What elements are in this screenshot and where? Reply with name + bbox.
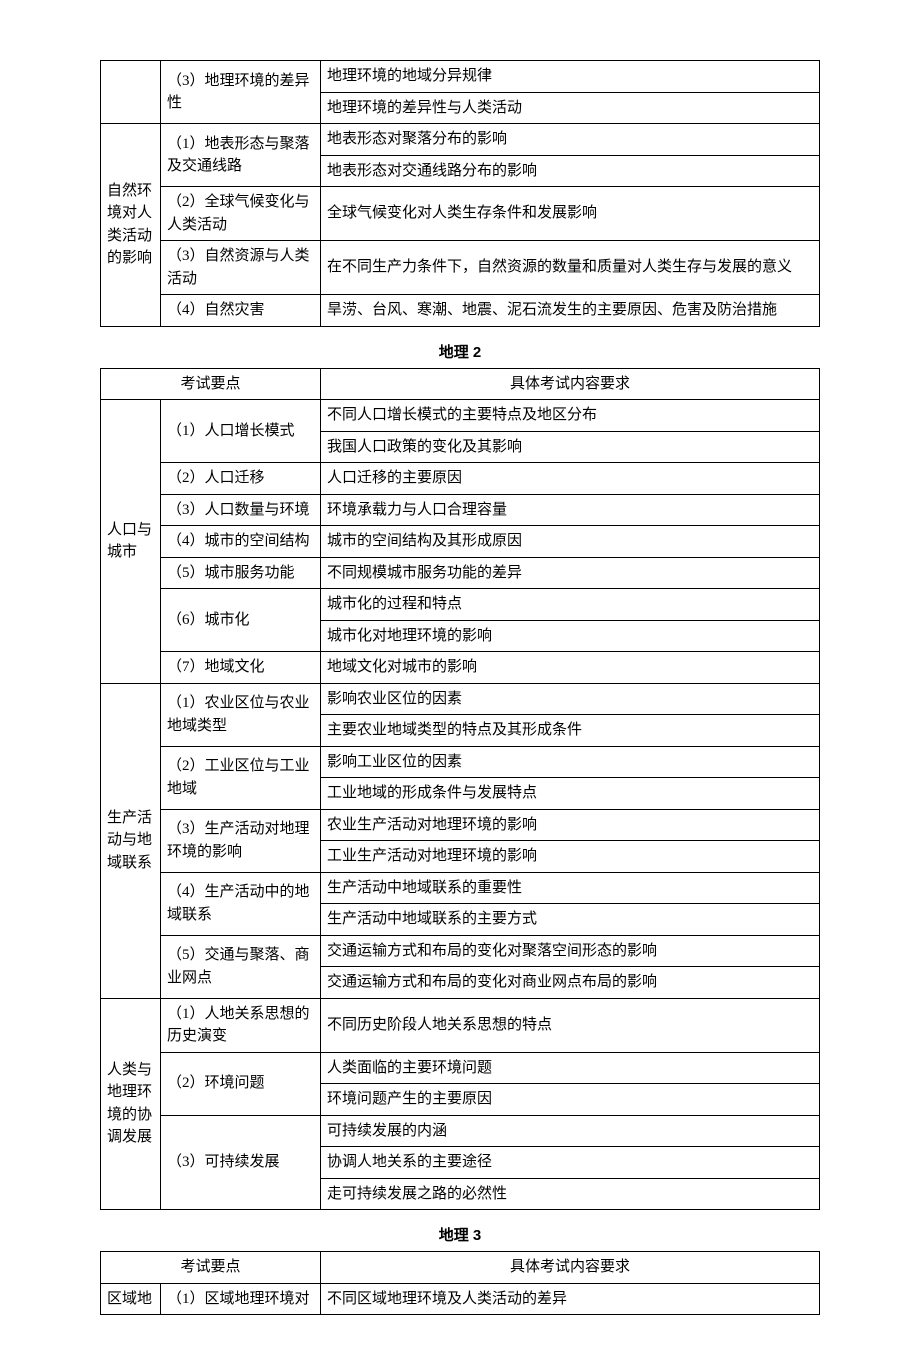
table-row: （3）自然资源与人类活动 在不同生产力条件下，自然资源的数量和质量对人类生存与发…	[101, 241, 820, 295]
detail-cell: 我国人口政策的变化及其影响	[321, 431, 820, 463]
table-row: （4）城市的空间结构 城市的空间结构及其形成原因	[101, 526, 820, 558]
topic-cell: （1）人地关系思想的历史演变	[161, 998, 321, 1052]
header-left: 考试要点	[101, 368, 321, 400]
topic-cell: （5）交通与聚落、商业网点	[161, 935, 321, 998]
detail-cell: 可持续发展的内涵	[321, 1115, 820, 1147]
topic-cell: （2）人口迁移	[161, 463, 321, 495]
topic-cell: （6）城市化	[161, 589, 321, 652]
detail-cell: 环境问题产生的主要原因	[321, 1084, 820, 1116]
topic-cell: （5）城市服务功能	[161, 557, 321, 589]
topic-cell: （3）地理环境的差异性	[161, 61, 321, 124]
detail-cell: 地表形态对交通线路分布的影响	[321, 155, 820, 187]
detail-cell: 影响工业区位的因素	[321, 746, 820, 778]
table-row: （3）人口数量与环境 环境承载力与人口合理容量	[101, 494, 820, 526]
header-right: 具体考试内容要求	[321, 1252, 820, 1284]
topic-cell: （3）可持续发展	[161, 1115, 321, 1210]
topic-cell: （1）人口增长模式	[161, 400, 321, 463]
detail-cell: 人类面临的主要环境问题	[321, 1052, 820, 1084]
table-geography-1: （3）地理环境的差异性 地理环境的地域分异规律 地理环境的差异性与人类活动 自然…	[100, 60, 820, 327]
detail-cell: 人口迁移的主要原因	[321, 463, 820, 495]
detail-cell: 影响农业区位的因素	[321, 683, 820, 715]
detail-cell: 旱涝、台风、寒潮、地震、泥石流发生的主要原因、危害及防治措施	[321, 295, 820, 327]
topic-cell: （1）地表形态与聚落及交通线路	[161, 124, 321, 187]
detail-cell: 城市化对地理环境的影响	[321, 620, 820, 652]
topic-cell: （4）生产活动中的地域联系	[161, 872, 321, 935]
detail-cell: 不同历史阶段人地关系思想的特点	[321, 998, 820, 1052]
detail-cell: 地表形态对聚落分布的影响	[321, 124, 820, 156]
table-row: （5）交通与聚落、商业网点 交通运输方式和布局的变化对聚落空间形态的影响	[101, 935, 820, 967]
topic-cell: （3）自然资源与人类活动	[161, 241, 321, 295]
table-row: （7）地域文化 地域文化对城市的影响	[101, 652, 820, 684]
detail-cell: 不同区域地理环境及人类活动的差异	[321, 1283, 820, 1315]
detail-cell: 城市的空间结构及其形成原因	[321, 526, 820, 558]
detail-cell: 主要农业地域类型的特点及其形成条件	[321, 715, 820, 747]
table-row: （2）工业区位与工业地域 影响工业区位的因素	[101, 746, 820, 778]
cat-cell: 自然环境对人类活动的影响	[101, 124, 161, 327]
cat-cell: 人口与城市	[101, 400, 161, 684]
detail-cell: 在不同生产力条件下，自然资源的数量和质量对人类生存与发展的意义	[321, 241, 820, 295]
detail-cell: 地理环境的差异性与人类活动	[321, 92, 820, 124]
table-row: （3）可持续发展 可持续发展的内涵	[101, 1115, 820, 1147]
table-row: 生产活动与地域联系 （1）农业区位与农业地域类型 影响农业区位的因素	[101, 683, 820, 715]
detail-cell: 全球气候变化对人类生存条件和发展影响	[321, 187, 820, 241]
detail-cell: 生产活动中地域联系的重要性	[321, 872, 820, 904]
topic-cell: （2）全球气候变化与人类活动	[161, 187, 321, 241]
cat-cell-empty	[101, 61, 161, 124]
detail-cell: 不同规模城市服务功能的差异	[321, 557, 820, 589]
detail-cell: 工业生产活动对地理环境的影响	[321, 841, 820, 873]
cat-cell: 生产活动与地域联系	[101, 683, 161, 998]
table-header-row: 考试要点 具体考试内容要求	[101, 1252, 820, 1284]
header-right: 具体考试内容要求	[321, 368, 820, 400]
cat-cell: 人类与地理环境的协调发展	[101, 998, 161, 1210]
topic-cell: （4）自然灾害	[161, 295, 321, 327]
detail-cell: 农业生产活动对地理环境的影响	[321, 809, 820, 841]
table-header-row: 考试要点 具体考试内容要求	[101, 368, 820, 400]
topic-cell: （1）农业区位与农业地域类型	[161, 683, 321, 746]
detail-cell: 生产活动中地域联系的主要方式	[321, 904, 820, 936]
topic-cell: （2）工业区位与工业地域	[161, 746, 321, 809]
table-row: 人类与地理环境的协调发展 （1）人地关系思想的历史演变 不同历史阶段人地关系思想…	[101, 998, 820, 1052]
topic-cell: （4）城市的空间结构	[161, 526, 321, 558]
table-geography-2: 考试要点 具体考试内容要求 人口与城市 （1）人口增长模式 不同人口增长模式的主…	[100, 368, 820, 1211]
detail-cell: 交通运输方式和布局的变化对商业网点布局的影响	[321, 967, 820, 999]
table-row: （6）城市化 城市化的过程和特点	[101, 589, 820, 621]
detail-cell: 走可持续发展之路的必然性	[321, 1178, 820, 1210]
section-title-3: 地理 3	[100, 1224, 820, 1245]
header-left: 考试要点	[101, 1252, 321, 1284]
table-geography-3: 考试要点 具体考试内容要求 区域地 （1）区域地理环境对 不同区域地理环境及人类…	[100, 1251, 820, 1315]
table-row: （2）全球气候变化与人类活动 全球气候变化对人类生存条件和发展影响	[101, 187, 820, 241]
detail-cell: 地理环境的地域分异规律	[321, 61, 820, 93]
topic-cell: （3）生产活动对地理环境的影响	[161, 809, 321, 872]
table-row: （2）环境问题 人类面临的主要环境问题	[101, 1052, 820, 1084]
detail-cell: 城市化的过程和特点	[321, 589, 820, 621]
table-row: （3）生产活动对地理环境的影响 农业生产活动对地理环境的影响	[101, 809, 820, 841]
detail-cell: 交通运输方式和布局的变化对聚落空间形态的影响	[321, 935, 820, 967]
topic-cell: （7）地域文化	[161, 652, 321, 684]
table-row: 自然环境对人类活动的影响 （1）地表形态与聚落及交通线路 地表形态对聚落分布的影…	[101, 124, 820, 156]
table-row: （4）生产活动中的地域联系 生产活动中地域联系的重要性	[101, 872, 820, 904]
section-title-2: 地理 2	[100, 341, 820, 362]
detail-cell: 地域文化对城市的影响	[321, 652, 820, 684]
detail-cell: 协调人地关系的主要途径	[321, 1147, 820, 1179]
table-row: （3）地理环境的差异性 地理环境的地域分异规律	[101, 61, 820, 93]
table-row: 区域地 （1）区域地理环境对 不同区域地理环境及人类活动的差异	[101, 1283, 820, 1315]
topic-cell: （1）区域地理环境对	[161, 1283, 321, 1315]
table-row: 人口与城市 （1）人口增长模式 不同人口增长模式的主要特点及地区分布	[101, 400, 820, 432]
table-row: （4）自然灾害 旱涝、台风、寒潮、地震、泥石流发生的主要原因、危害及防治措施	[101, 295, 820, 327]
detail-cell: 环境承载力与人口合理容量	[321, 494, 820, 526]
topic-cell: （3）人口数量与环境	[161, 494, 321, 526]
table-row: （2）人口迁移 人口迁移的主要原因	[101, 463, 820, 495]
detail-cell: 工业地域的形成条件与发展特点	[321, 778, 820, 810]
detail-cell: 不同人口增长模式的主要特点及地区分布	[321, 400, 820, 432]
topic-cell: （2）环境问题	[161, 1052, 321, 1115]
cat-cell: 区域地	[101, 1283, 161, 1315]
table-row: （5）城市服务功能 不同规模城市服务功能的差异	[101, 557, 820, 589]
